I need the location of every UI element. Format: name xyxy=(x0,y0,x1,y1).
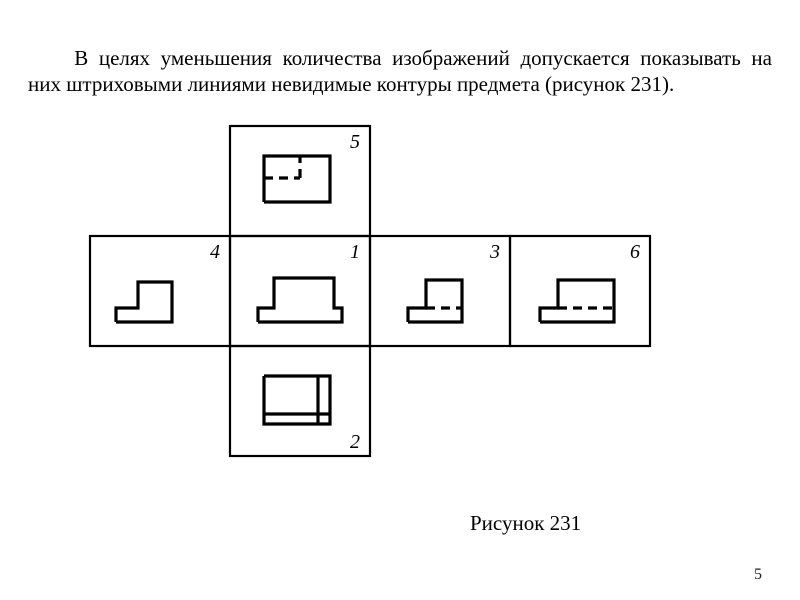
page: В целях уменьшения количества изображени… xyxy=(0,0,800,600)
figure-caption: Рисунок 231 xyxy=(470,511,581,535)
figure-svg: 5 4 1 3 6 2 Рисунок 231 xyxy=(50,118,750,558)
cell-label-6: 6 xyxy=(630,241,640,263)
cell-label-2: 2 xyxy=(350,431,360,453)
paragraph-text: В целях уменьшения количества изображени… xyxy=(28,46,772,96)
paragraph: В целях уменьшения количества изображени… xyxy=(28,45,772,98)
cell-label-1: 1 xyxy=(350,241,360,263)
page-number: 5 xyxy=(754,566,762,584)
cell-label-3: 3 xyxy=(489,241,500,263)
cell-label-5: 5 xyxy=(350,131,360,153)
cell-label-4: 4 xyxy=(210,241,220,263)
figure-231: 5 4 1 3 6 2 Рисунок 231 xyxy=(50,118,750,558)
